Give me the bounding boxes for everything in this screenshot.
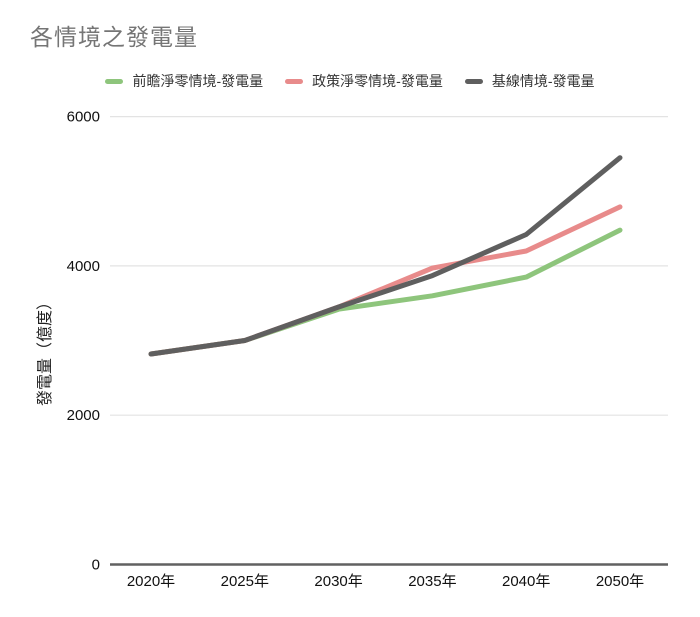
- y-tick-label: 2000: [67, 407, 100, 424]
- series-line-2: [148, 155, 623, 357]
- x-tick-label: 2050年: [596, 573, 644, 590]
- legend-item-baseline[interactable]: 基線情境-發電量: [464, 71, 595, 91]
- legend-swatch-gray-icon: [464, 78, 483, 84]
- y-axis-title: 發電量（億度）: [37, 294, 54, 407]
- x-tick-label: 2040年: [502, 573, 550, 590]
- x-tick-label: 2035年: [408, 573, 456, 590]
- legend-swatch-red-icon: [285, 78, 304, 84]
- chart-title: 各情境之發電量: [30, 24, 198, 50]
- legend-label: 基線情境-發電量: [491, 73, 595, 89]
- legend-label: 政策淨零情境-發電量: [312, 73, 443, 89]
- series-line-1: [148, 204, 623, 357]
- chart-legend: 前瞻淨零情境-發電量 政策淨零情境-發電量 基線情境-發電量: [0, 71, 700, 91]
- legend-item-forward-netzero[interactable]: 前瞻淨零情境-發電量: [105, 71, 263, 91]
- x-tick-label: 2020年: [127, 573, 175, 590]
- y-tick-label: 6000: [67, 109, 100, 126]
- legend-label: 前瞻淨零情境-發電量: [132, 73, 264, 89]
- x-tick-label: 2030年: [314, 573, 362, 590]
- legend-swatch-green-icon: [105, 78, 124, 84]
- y-tick-label: 0: [92, 557, 100, 574]
- legend-item-policy-netzero[interactable]: 政策淨零情境-發電量: [285, 71, 443, 91]
- y-tick-label: 4000: [67, 258, 100, 275]
- x-tick-label: 2025年: [221, 573, 269, 590]
